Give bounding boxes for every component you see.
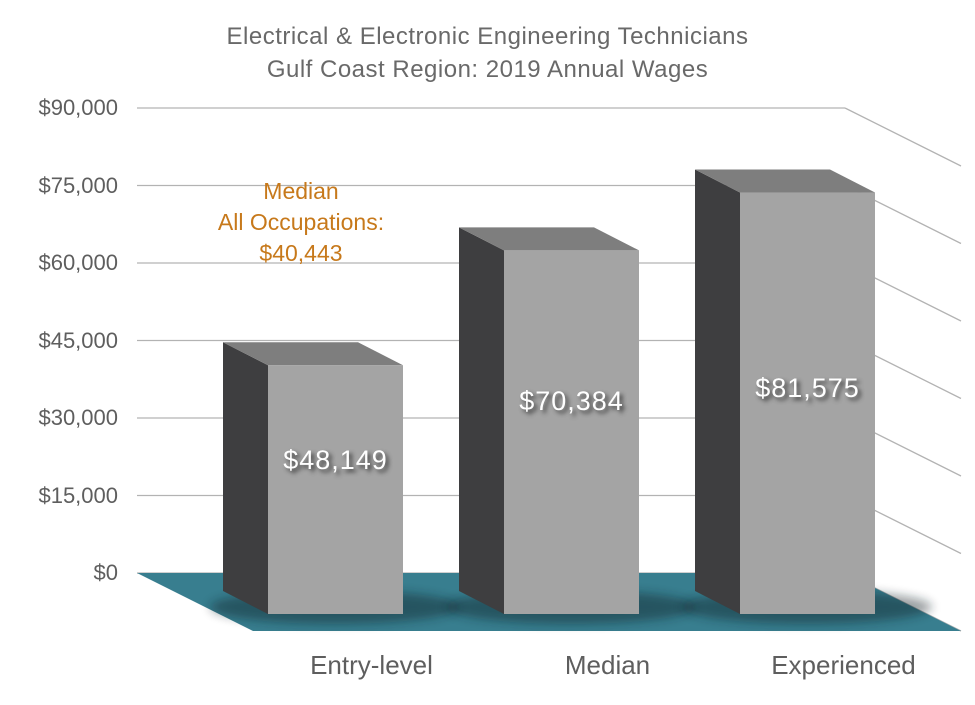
bar-value-label: $48,149 [283, 445, 388, 475]
annotation-line1: Median [263, 178, 339, 204]
x-axis-category-label: Median [564, 650, 651, 680]
chart-title-line2: Gulf Coast Region: 2019 Annual Wages [266, 56, 709, 83]
annotation-line2: All Occupations: [217, 209, 385, 235]
x-axis-category-label: Entry-level [310, 650, 433, 680]
chart-title-line1: Electrical & Electronic Engineering Tech… [226, 23, 749, 50]
x-axis-category-label: Experienced [771, 650, 916, 680]
y-axis-tick-label: $30,000 [38, 405, 118, 430]
median-all-occupations-annotation: Median All Occupations: $40,443 [151, 176, 451, 269]
gridline-depth [844, 107, 962, 167]
chart-title: Electrical & Electronic Engineering Tech… [0, 20, 975, 86]
y-axis-tick-label: $90,000 [38, 95, 118, 120]
bar-top-face [223, 342, 403, 366]
bars-3d [223, 169, 875, 614]
bar-top-face [459, 227, 639, 251]
bar-side-face [695, 169, 740, 614]
y-axis-tick-label: $75,000 [38, 172, 118, 198]
bar-side-face [223, 342, 268, 614]
y-axis-tick-label: $0 [93, 560, 118, 585]
bar-front-face [268, 365, 403, 614]
bar-side-face [459, 227, 504, 614]
bar-value-label: $70,384 [519, 386, 624, 416]
bar-front-face [504, 250, 639, 614]
y-axis-tick-label: $60,000 [38, 250, 118, 275]
bar-front-face [740, 192, 875, 614]
y-axis-tick-label: $15,000 [38, 482, 118, 508]
annotation-line3: $40,443 [259, 240, 343, 266]
y-axis-tick-label: $45,000 [38, 327, 118, 353]
bar-value-label: $81,575 [755, 373, 860, 403]
bar-top-face [695, 169, 875, 193]
